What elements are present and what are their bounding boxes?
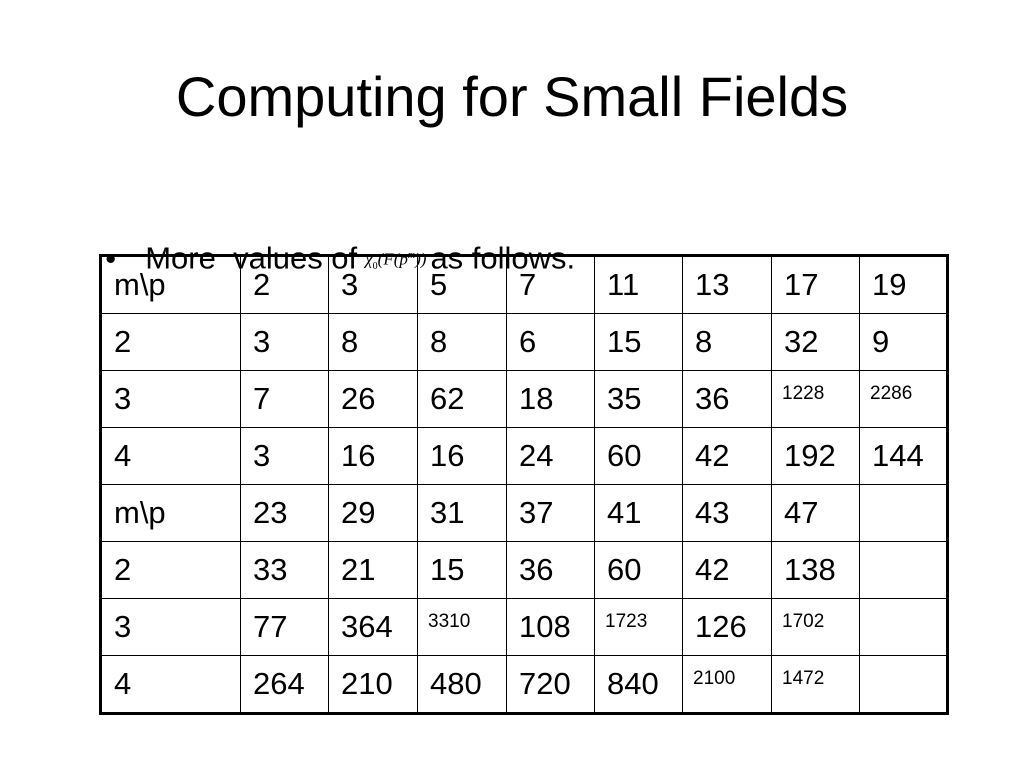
row-header-cell: m\p — [100, 255, 241, 314]
table-cell: 2100 — [682, 655, 772, 714]
table-cell: 11 — [594, 255, 683, 314]
table-cell: 77 — [240, 598, 329, 656]
table-row: 2 3 8 8 6 15 8 32 9 — [100, 313, 948, 371]
table-cell: 43 — [682, 484, 772, 542]
table-cell: 15 — [417, 541, 507, 599]
table-cell: 47 — [771, 484, 860, 542]
table-row: 3 7 26 62 18 35 36 1228 2286 — [100, 370, 948, 428]
table-cell: 210 — [328, 655, 418, 714]
table-cell: 6 — [506, 313, 595, 371]
table-cell: 1723 — [594, 598, 683, 656]
values-table: m\p 2 3 5 7 11 13 17 19 2 3 8 8 6 15 8 32 9 3 7 26 62 18 35 36 12… — [99, 254, 949, 715]
table-cell: 13 — [682, 255, 772, 314]
table-cell: 720 — [506, 655, 595, 714]
table-cell: 31 — [417, 484, 507, 542]
row-header-cell: 2 — [100, 313, 241, 371]
table-cell: 37 — [506, 484, 595, 542]
table-cell: 1228 — [771, 370, 860, 428]
table-cell: 9 — [859, 313, 948, 371]
table-row: m\p 23 29 31 37 41 43 47 — [100, 484, 948, 542]
table-row: 3 77 364 3310 108 1723 126 1702 — [100, 598, 948, 656]
table-cell: 7 — [506, 255, 595, 314]
table-cell — [859, 541, 948, 599]
table-cell: 8 — [417, 313, 507, 371]
table-cell: 33 — [240, 541, 329, 599]
table-cell: 35 — [594, 370, 683, 428]
slide-title: Computing for Small Fields — [175, 65, 849, 128]
table-cell — [859, 598, 948, 656]
table-cell: 264 — [240, 655, 329, 714]
table-cell: 17 — [771, 255, 860, 314]
table-cell: 26 — [328, 370, 418, 428]
table-cell: 42 — [682, 541, 772, 599]
table-cell: 126 — [682, 598, 772, 656]
table-cell: 24 — [506, 427, 595, 485]
table-cell: 21 — [328, 541, 418, 599]
row-header-cell: 4 — [100, 427, 241, 485]
table-cell: 108 — [506, 598, 595, 656]
table-cell: 23 — [240, 484, 329, 542]
table-cell: 7 — [240, 370, 329, 428]
table-cell: 42 — [682, 427, 772, 485]
table-row: m\p 2 3 5 7 11 13 17 19 — [100, 255, 948, 314]
row-header-cell: m\p — [100, 484, 241, 542]
table-cell: 16 — [328, 427, 418, 485]
table-cell: 19 — [859, 255, 948, 314]
table-cell: 60 — [594, 427, 683, 485]
table-cell: 60 — [594, 541, 683, 599]
table-cell: 480 — [417, 655, 507, 714]
table-cell: 36 — [506, 541, 595, 599]
table-cell: 16 — [417, 427, 507, 485]
table-cell: 18 — [506, 370, 595, 428]
table-cell: 840 — [594, 655, 683, 714]
table-cell: 41 — [594, 484, 683, 542]
table-cell: 5 — [417, 255, 507, 314]
table-cell — [859, 484, 948, 542]
table-cell: 192 — [771, 427, 860, 485]
table-cell: 8 — [328, 313, 418, 371]
table-row: 4 3 16 16 24 60 42 192 144 — [100, 427, 948, 485]
table-cell: 2286 — [859, 370, 948, 428]
table-cell: 32 — [771, 313, 860, 371]
row-header-cell: 3 — [100, 370, 241, 428]
row-header-cell: 3 — [100, 598, 241, 656]
table-cell: 1472 — [771, 655, 860, 714]
table-cell: 144 — [859, 427, 948, 485]
table-cell: 1702 — [771, 598, 860, 656]
table-cell: 8 — [682, 313, 772, 371]
table-cell: 138 — [771, 541, 860, 599]
table-row: 2 33 21 15 36 60 42 138 — [100, 541, 948, 599]
table-cell: 15 — [594, 313, 683, 371]
table-row: 4 264 210 480 720 840 2100 1472 — [100, 655, 948, 714]
table-cell: 3 — [240, 427, 329, 485]
table-cell: 2 — [240, 255, 329, 314]
table-cell — [859, 655, 948, 714]
table-cell: 364 — [328, 598, 418, 656]
table-cell: 3 — [240, 313, 329, 371]
row-header-cell: 2 — [100, 541, 241, 599]
table-cell: 62 — [417, 370, 507, 428]
row-header-cell: 4 — [100, 655, 241, 714]
table-cell: 3 — [328, 255, 418, 314]
table-cell: 36 — [682, 370, 772, 428]
table-cell: 29 — [328, 484, 418, 542]
table-cell: 3310 — [417, 598, 507, 656]
